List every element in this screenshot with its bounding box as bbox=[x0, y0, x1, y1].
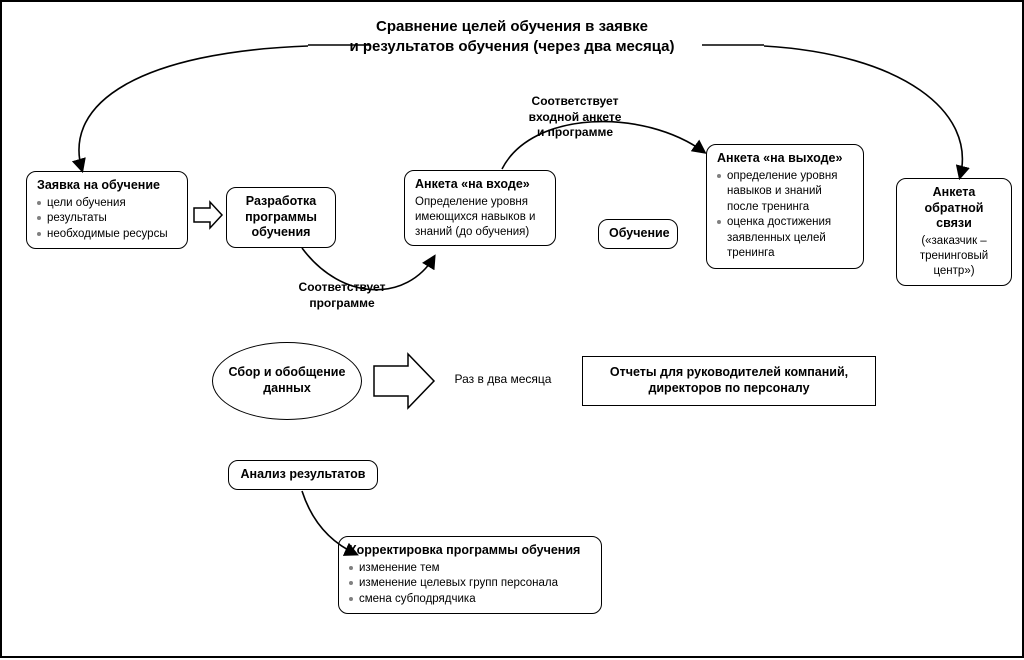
node-title: Корректировка программы обучения bbox=[349, 543, 591, 559]
node-title: Анкета «на входе» bbox=[415, 177, 545, 193]
label-matches-program: Соответствует программе bbox=[272, 280, 412, 311]
node-body: Определение уровня имеющихся навыков и з… bbox=[415, 195, 545, 240]
diagram-title-line1: Сравнение целей обучения в заявке bbox=[2, 18, 1022, 35]
node-title: Обучение bbox=[609, 226, 667, 242]
bullet: необходимые ресурсы bbox=[37, 227, 177, 243]
bullet: изменение тем bbox=[349, 561, 591, 577]
node-bullets: изменение тем изменение целевых групп пе… bbox=[349, 561, 591, 608]
node-data-collection: Сбор и обобщение данных bbox=[212, 342, 362, 420]
edge-top-arc-left bbox=[79, 46, 308, 170]
node-title: Сбор и обобщение данных bbox=[219, 365, 355, 396]
node-body: («заказчик – тренинговый центр») bbox=[907, 234, 1001, 279]
node-title: Заявка на обучение bbox=[37, 178, 177, 194]
label-line: входной анкете bbox=[529, 110, 622, 124]
node-bullets: цели обучения результаты необходимые рес… bbox=[37, 196, 177, 243]
label-line: Соответствует bbox=[532, 94, 619, 108]
label-line: и программе bbox=[537, 125, 613, 139]
node-training: Обучение bbox=[598, 219, 678, 249]
bullet: смена субподрядчика bbox=[349, 592, 591, 608]
node-analysis: Анализ результатов bbox=[228, 460, 378, 490]
node-title: Анализ результатов bbox=[239, 467, 367, 483]
bullet: определение уровня навыков и знаний посл… bbox=[717, 169, 853, 216]
block-arrow-ellipse-n7 bbox=[374, 354, 434, 408]
diagram-canvas: Сравнение целей обучения в заявке и резу… bbox=[0, 0, 1024, 658]
node-bullets: определение уровня навыков и знаний посл… bbox=[717, 169, 853, 262]
node-entry-survey: Анкета «на входе» Определение уровня име… bbox=[404, 170, 556, 246]
node-program-development: Разработка программы обучения bbox=[226, 187, 336, 248]
node-title: Анкета «на выходе» bbox=[717, 151, 853, 167]
label-matches-entry-survey: Соответствует входной анкете и программе bbox=[510, 94, 640, 141]
bullet: цели обучения bbox=[37, 196, 177, 212]
node-training-request: Заявка на обучение цели обучения результ… bbox=[26, 171, 188, 249]
block-arrow-n1-n2 bbox=[194, 202, 222, 228]
label-every-two-months: Раз в два месяца bbox=[438, 372, 568, 388]
node-title: Разработка программы обучения bbox=[237, 194, 325, 241]
node-title: Отчеты для руководителей компаний, дирек… bbox=[593, 365, 865, 396]
node-exit-survey: Анкета «на выходе» определение уровня на… bbox=[706, 144, 864, 269]
bullet: результаты bbox=[37, 211, 177, 227]
diagram-title-line2: и результатов обучения (через два месяца… bbox=[2, 38, 1022, 55]
node-title: Анкета обратной связи bbox=[907, 185, 1001, 232]
bullet: изменение целевых групп персонала bbox=[349, 576, 591, 592]
bullet: оценка достижения заявленных целей трени… bbox=[717, 215, 853, 262]
node-reports: Отчеты для руководителей компаний, дирек… bbox=[582, 356, 876, 406]
node-feedback-survey: Анкета обратной связи («заказчик – трени… bbox=[896, 178, 1012, 286]
node-program-correction: Корректировка программы обучения изменен… bbox=[338, 536, 602, 614]
